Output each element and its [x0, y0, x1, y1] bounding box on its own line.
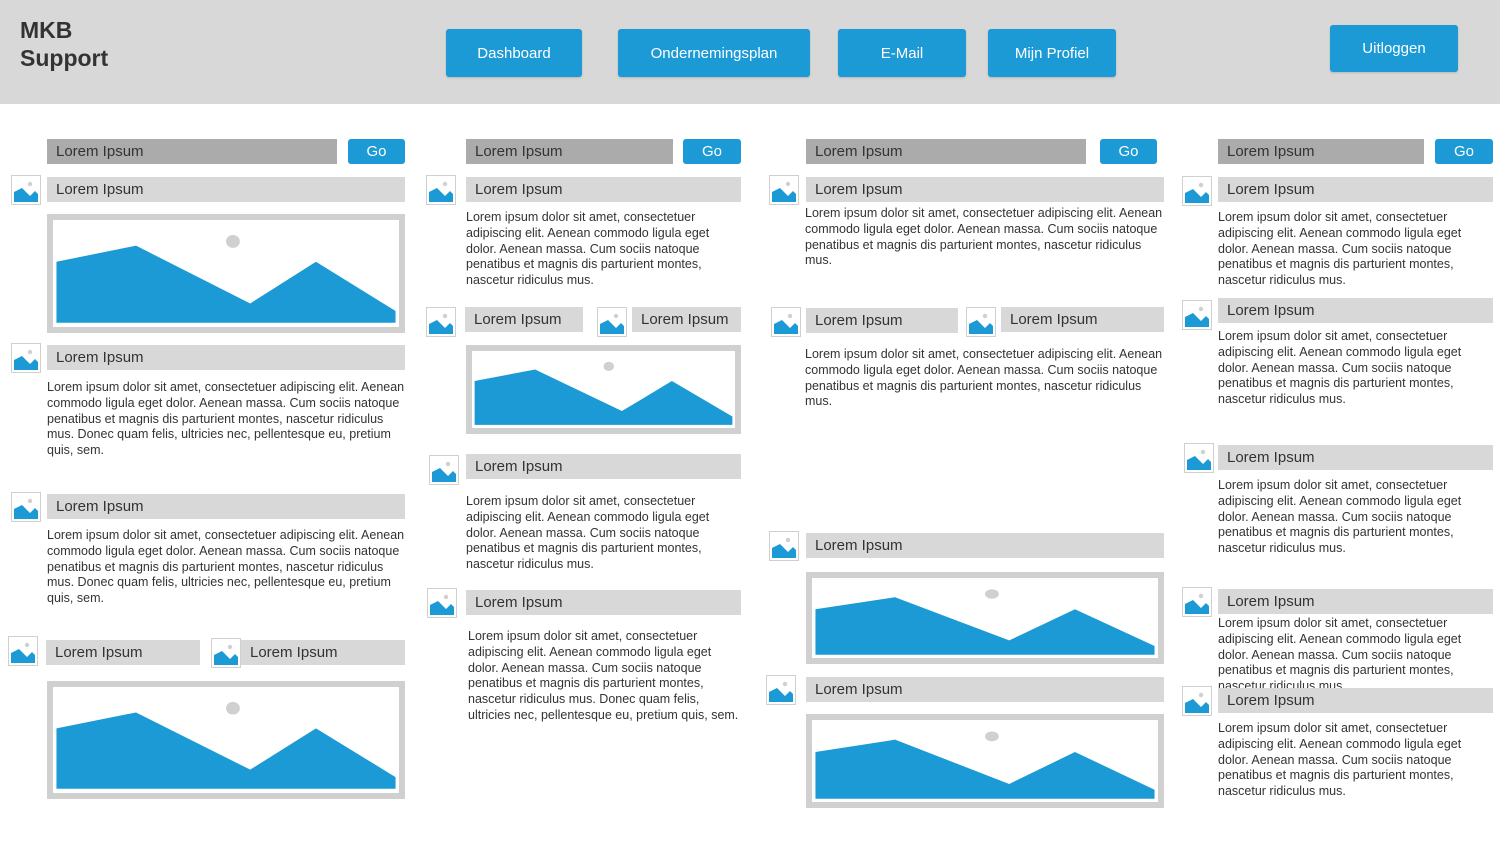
go-button[interactable]: Go [348, 139, 405, 164]
section-label: Lorem Ipsum [1001, 307, 1164, 332]
image-icon [769, 175, 799, 205]
image-placeholder [806, 714, 1164, 808]
body-text: Lorem ipsum dolor sit amet, consectetuer… [47, 528, 405, 606]
body-text: Lorem ipsum dolor sit amet, consectetuer… [468, 629, 739, 722]
image-placeholder [806, 572, 1164, 664]
image-placeholder [47, 214, 405, 333]
app-title: MKB Support [20, 17, 109, 71]
nav-profile-button[interactable]: Mijn Profiel [988, 29, 1116, 77]
section-label: Lorem Ipsum [47, 494, 405, 519]
image-icon [597, 307, 627, 337]
section-label: Lorem Ipsum [1218, 589, 1493, 614]
section-label: Lorem Ipsum [806, 677, 1164, 702]
image-icon [1184, 443, 1214, 473]
go-button[interactable]: Go [683, 139, 741, 164]
section-label: Lorem Ipsum [1218, 177, 1493, 202]
body-text: Lorem ipsum dolor sit amet, consectetuer… [1218, 329, 1462, 407]
section-label: Lorem Ipsum [806, 308, 958, 333]
image-placeholder [466, 345, 741, 434]
image-icon [211, 638, 241, 668]
image-icon [426, 175, 456, 205]
image-icon [766, 675, 796, 705]
go-button[interactable]: Go [1435, 139, 1493, 164]
section-label: Lorem Ipsum [632, 307, 741, 332]
body-text: Lorem ipsum dolor sit amet, consectetuer… [1218, 210, 1462, 288]
image-icon [11, 343, 41, 373]
image-icon [966, 307, 996, 337]
section-label: Lorem Ipsum [47, 177, 405, 202]
section-label: Lorem Ipsum [46, 640, 200, 665]
image-icon [427, 588, 457, 618]
body-text: Lorem ipsum dolor sit amet, consectetuer… [47, 380, 405, 458]
image-icon [8, 636, 38, 666]
body-text: Lorem ipsum dolor sit amet, consectetuer… [805, 206, 1163, 268]
section-label: Lorem Ipsum [466, 590, 741, 615]
image-icon [429, 455, 459, 485]
image-icon [11, 175, 41, 205]
go-button[interactable]: Go [1100, 139, 1157, 164]
image-icon [1182, 300, 1212, 330]
search-field[interactable]: Lorem Ipsum [466, 139, 673, 164]
section-label: Lorem Ipsum [466, 454, 741, 479]
image-icon [1182, 176, 1212, 206]
image-icon [426, 307, 456, 337]
body-text: Lorem ipsum dolor sit amet, consectetuer… [1218, 721, 1462, 799]
body-text: Lorem ipsum dolor sit amet, consectetuer… [466, 494, 710, 572]
section-label: Lorem Ipsum [806, 533, 1164, 558]
section-label: Lorem Ipsum [465, 307, 583, 332]
logout-button[interactable]: Uitloggen [1330, 25, 1458, 72]
image-icon [11, 492, 41, 522]
body-text: Lorem ipsum dolor sit amet, consectetuer… [466, 210, 710, 288]
nav-ondernemingsplan-button[interactable]: Ondernemingsplan [618, 29, 810, 77]
section-label: Lorem Ipsum [466, 177, 741, 202]
section-label: Lorem Ipsum [241, 640, 405, 665]
image-icon [769, 531, 799, 561]
image-icon [1182, 587, 1212, 617]
section-label: Lorem Ipsum [1218, 688, 1493, 713]
image-placeholder [47, 681, 405, 799]
search-field[interactable]: Lorem Ipsum [806, 139, 1086, 164]
body-text: Lorem ipsum dolor sit amet, consectetuer… [805, 347, 1163, 409]
section-label: Lorem Ipsum [1218, 445, 1493, 470]
nav-dashboard-button[interactable]: Dashboard [446, 29, 582, 77]
body-text: Lorem ipsum dolor sit amet, consectetuer… [1218, 478, 1462, 556]
section-label: Lorem Ipsum [47, 345, 405, 370]
nav-email-button[interactable]: E-Mail [838, 29, 966, 77]
search-field[interactable]: Lorem Ipsum [47, 139, 337, 164]
section-label: Lorem Ipsum [806, 177, 1164, 202]
search-field[interactable]: Lorem Ipsum [1218, 139, 1424, 164]
image-icon [771, 307, 801, 337]
section-label: Lorem Ipsum [1218, 298, 1493, 323]
image-icon [1182, 686, 1212, 716]
body-text: Lorem ipsum dolor sit amet, consectetuer… [1218, 616, 1462, 694]
